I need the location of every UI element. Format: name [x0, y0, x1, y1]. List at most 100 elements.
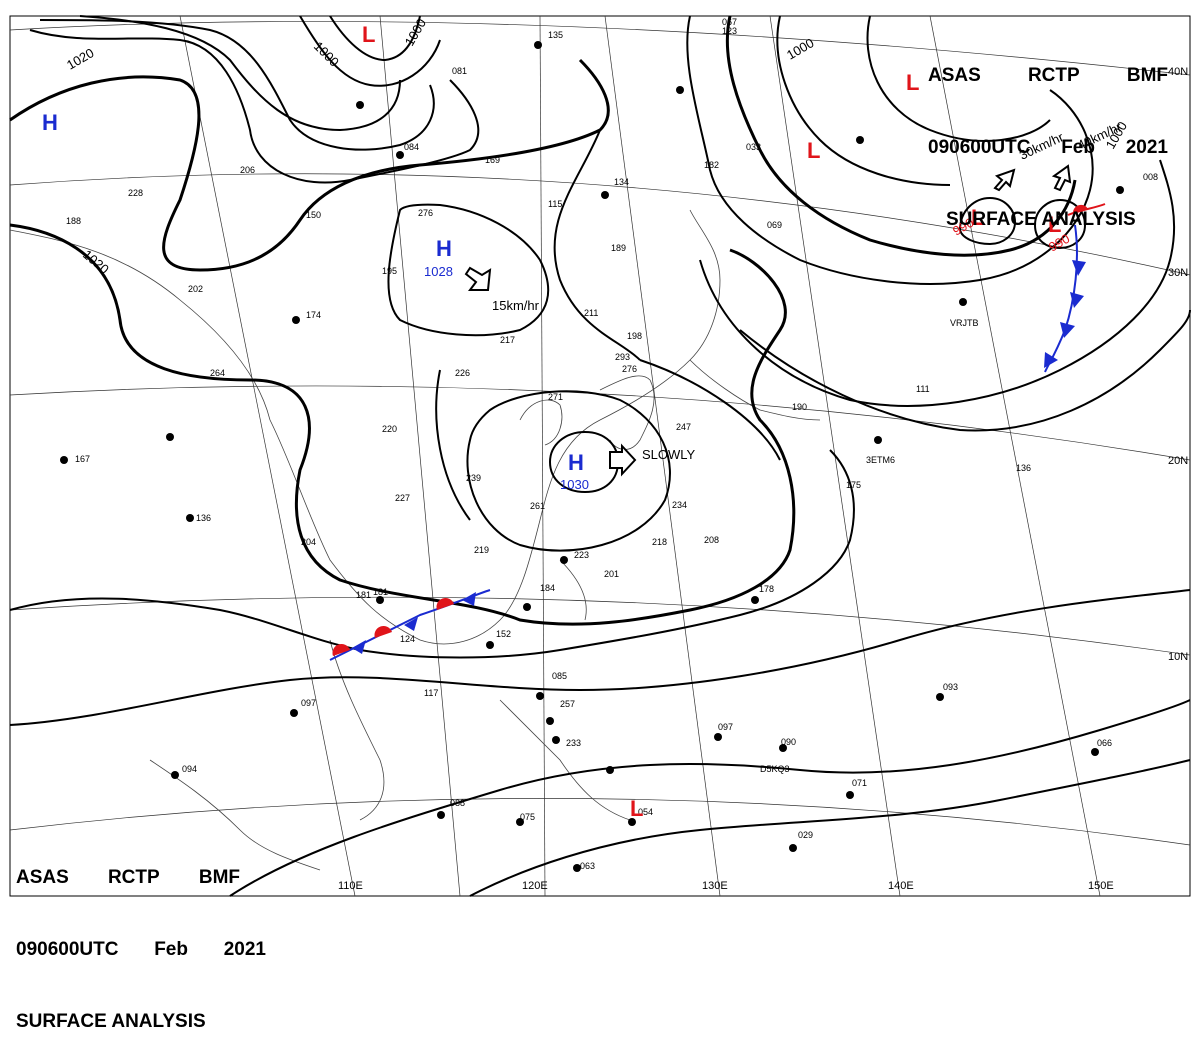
station-number: 134	[614, 177, 629, 187]
high-pressure-value: 1030	[560, 477, 589, 492]
station-number: 233	[566, 738, 581, 748]
office-code: BMF	[198, 867, 240, 888]
header-bottom: ASAS RCTP BMF 090600UTC Feb 2021 SURFACE…	[16, 818, 266, 1058]
high-pressure-value: 1028	[424, 264, 453, 279]
station-number: 190	[792, 402, 807, 412]
station-number: 189	[611, 243, 626, 253]
station-number: 261	[530, 501, 545, 511]
station-number: 276	[622, 364, 637, 374]
station-number: 234	[672, 500, 687, 510]
station-number: 090	[781, 737, 796, 747]
station-code: RCTP	[107, 867, 160, 888]
lon-label: 140E	[888, 880, 914, 892]
time-code: 090600UTC	[16, 939, 119, 960]
station-number: 054	[638, 807, 653, 817]
station-number: 184	[540, 583, 555, 593]
lon-label: 130E	[702, 880, 728, 892]
station-code: RCTP	[1027, 65, 1080, 86]
header-time-line: 090600UTC Feb 2021	[928, 136, 1168, 160]
station-number: 029	[798, 830, 813, 840]
station-number: 239	[466, 473, 481, 483]
station-number: 097	[718, 722, 733, 732]
station-number: 208	[704, 535, 719, 545]
station-number: 094	[182, 764, 197, 774]
agency-code: ASAS	[16, 867, 69, 888]
high-pressure-marker: H	[42, 110, 58, 135]
lat-label: 40N	[1168, 66, 1188, 78]
station-number: 181	[356, 590, 371, 600]
motion-arrows	[464, 164, 1072, 477]
lat-label: 10N	[1168, 651, 1188, 663]
front-warm	[1067, 203, 1106, 216]
station-number: 175	[846, 480, 861, 490]
station-number: 204	[301, 537, 316, 547]
lon-label: 110E	[338, 880, 363, 892]
station-number: 247	[676, 422, 691, 432]
weather-map: 228 188 150 276 202 174 198 264 195 217 …	[0, 0, 1200, 915]
motion-label: 15km/hr	[492, 298, 540, 313]
low-pressure-marker: L	[630, 796, 643, 821]
station-number: 202	[188, 284, 203, 294]
station-number: 075	[520, 812, 535, 822]
callsign-label: VRJTB	[950, 318, 979, 328]
station-plots: 228 188 150 276 202 174 198 264 195 217 …	[66, 17, 1158, 871]
station-number: 211	[584, 308, 598, 318]
agency-code: ASAS	[928, 65, 981, 86]
isobars	[9, 15, 1191, 897]
callsign-label: D5KQ3	[760, 764, 790, 774]
ship-callsigns: VRJTB 3ETM6 D5KQ3	[760, 318, 979, 774]
front-cold	[1044, 224, 1086, 373]
header-top: ASAS RCTP BMF 090600UTC Feb 2021 SURFACE…	[928, 16, 1168, 256]
station-number: 271	[548, 392, 563, 402]
low-pressure-marker: L	[906, 70, 919, 95]
station-number: 081	[452, 66, 467, 76]
station-number: 220	[382, 424, 397, 434]
station-number: 264	[210, 368, 225, 378]
lat-label: 30N	[1168, 267, 1188, 279]
header-title: SURFACE ANALYSIS	[16, 1011, 206, 1032]
station-number: 276	[418, 208, 433, 218]
station-number: 085	[552, 671, 567, 681]
low-pressure-marker: L	[807, 138, 820, 163]
station-number: 097	[301, 698, 316, 708]
month: Feb	[154, 939, 188, 960]
station-number: 008	[1143, 172, 1158, 182]
front-stationary	[329, 589, 491, 661]
station-number: 206	[240, 165, 255, 175]
station-number: 123	[722, 26, 737, 36]
low-pressure-marker: L	[971, 205, 984, 230]
station-number: 117	[424, 688, 438, 698]
station-number: 182	[704, 160, 719, 170]
station-number: 071	[852, 778, 867, 788]
map-border	[9, 15, 1191, 897]
map-background	[0, 0, 1200, 915]
station-number: 150	[306, 210, 321, 220]
station-number: 063	[580, 861, 595, 871]
month: Feb	[1061, 137, 1095, 158]
header-agency-line: ASAS RCTP BMF	[928, 64, 1168, 88]
header-agency-line: ASAS RCTP BMF	[16, 866, 240, 890]
station-number: 069	[767, 220, 782, 230]
station-number: 067	[722, 17, 737, 27]
station-number: 066	[1097, 738, 1112, 748]
station-number: 136	[1016, 463, 1031, 473]
station-number: 174	[306, 310, 321, 320]
station-number: 169	[485, 155, 500, 165]
motion-label: SLOWLY	[642, 447, 696, 462]
station-number: 293	[615, 352, 630, 362]
station-number: 198	[627, 331, 642, 341]
station-number: 084	[404, 142, 419, 152]
year: 2021	[1125, 137, 1168, 158]
station-number: 178	[759, 584, 774, 594]
station-number: 188	[66, 216, 81, 226]
office-code: BMF	[1126, 65, 1168, 86]
station-number: 033	[746, 142, 761, 152]
high-pressure-marker: H	[436, 236, 452, 261]
station-number: 135	[548, 30, 563, 40]
lon-labels: 110E 120E 130E 140E 150E	[338, 880, 1114, 892]
station-number: 115	[548, 199, 562, 209]
header-time-line: 090600UTC Feb 2021	[16, 938, 266, 962]
header-title: SURFACE ANALYSIS	[946, 209, 1136, 230]
callsign-label: 3ETM6	[866, 455, 895, 465]
station-number: 088	[450, 798, 465, 808]
